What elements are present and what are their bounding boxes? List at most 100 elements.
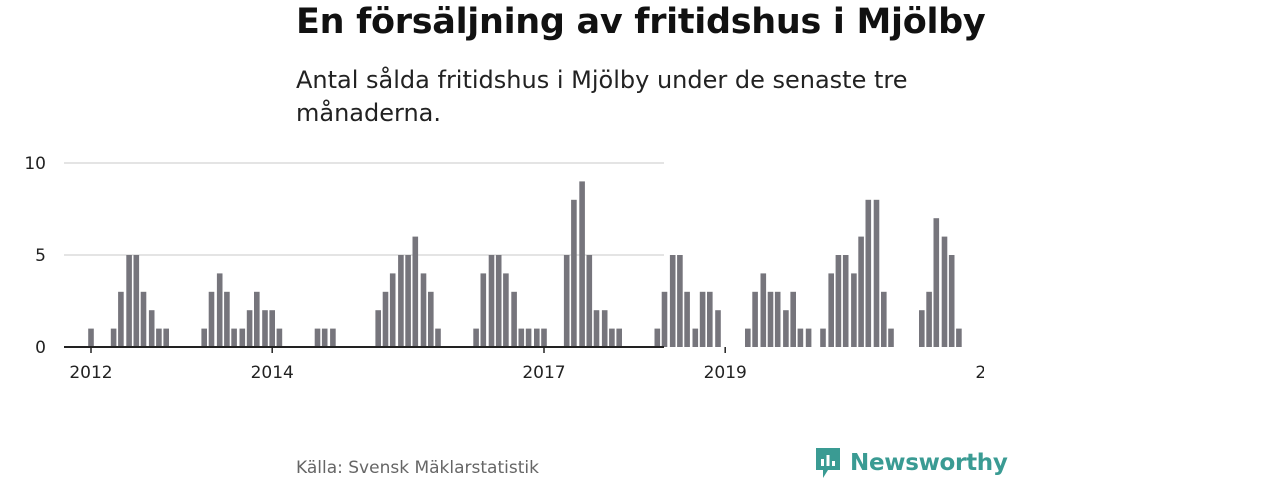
bar — [616, 328, 622, 347]
bar — [661, 291, 668, 347]
bar — [389, 273, 396, 347]
bar — [375, 310, 381, 347]
y-axis-ticks: 0 5 10 — [24, 154, 46, 358]
bar — [110, 328, 117, 347]
bar — [412, 236, 419, 347]
bar — [593, 310, 600, 347]
bar — [541, 328, 547, 347]
bar — [745, 328, 751, 347]
bar — [321, 328, 328, 347]
bar — [715, 310, 721, 347]
bar — [382, 291, 389, 347]
bar — [820, 328, 826, 347]
bar — [254, 291, 260, 347]
bar — [511, 291, 517, 347]
bar — [314, 328, 321, 347]
bar — [835, 255, 842, 347]
bar — [858, 236, 864, 347]
bar — [956, 328, 962, 347]
bar — [495, 255, 502, 347]
bar — [707, 291, 713, 347]
bar — [828, 273, 834, 347]
x-tick-label: 2012 — [69, 363, 112, 383]
bar — [88, 328, 94, 347]
source-note: Källa: Svensk Mäklarstatistik — [296, 458, 539, 478]
bar — [677, 255, 683, 347]
x-tick-label: 2022 — [975, 363, 984, 383]
bar — [926, 291, 932, 347]
bar — [571, 199, 577, 347]
bar — [563, 255, 570, 347]
bar — [239, 328, 246, 347]
bar — [609, 328, 615, 347]
bar — [760, 273, 767, 347]
bar — [774, 291, 781, 347]
newsworthy-logo-icon — [816, 448, 840, 478]
bar — [888, 328, 894, 347]
bar — [488, 255, 495, 347]
bar — [163, 328, 169, 347]
bar — [435, 328, 441, 347]
bar — [790, 291, 796, 347]
bar — [148, 310, 155, 347]
bar — [428, 291, 434, 347]
brand[interactable]: Newsworthy — [814, 446, 1008, 480]
bar — [933, 218, 940, 347]
bar — [518, 328, 525, 347]
bar — [865, 199, 872, 347]
bar — [797, 328, 804, 347]
x-tick-label: 2019 — [704, 363, 747, 383]
bar — [873, 199, 880, 347]
bar — [473, 328, 479, 347]
bar — [941, 236, 948, 347]
bar — [579, 181, 585, 347]
bar — [420, 273, 427, 347]
bar — [126, 255, 132, 347]
bar — [330, 328, 336, 347]
bar — [503, 273, 509, 347]
bar — [216, 273, 223, 347]
bar — [669, 255, 676, 347]
bar — [118, 291, 124, 347]
bar — [805, 328, 812, 347]
bar — [231, 328, 237, 347]
bar — [948, 255, 955, 347]
bar — [525, 328, 532, 347]
bar — [881, 291, 887, 347]
bar — [783, 310, 789, 347]
bar — [752, 291, 758, 347]
brand-name: Newsworthy — [850, 450, 1008, 476]
bar — [480, 273, 487, 347]
y-tick-label: 10 — [24, 154, 46, 174]
x-axis-ticks: 201220142017201920222024 — [69, 347, 984, 383]
bar — [842, 255, 849, 347]
chart-subtitle: Antal sålda fritidshus i Mjölby under de… — [296, 66, 908, 127]
bar — [851, 273, 857, 347]
bar — [276, 328, 283, 347]
x-tick-label: 2014 — [251, 363, 294, 383]
x-tick-label: 2017 — [522, 363, 565, 383]
bar — [699, 291, 706, 347]
y-tick-label: 0 — [35, 338, 46, 358]
bar — [269, 310, 275, 347]
bar — [919, 310, 925, 347]
bar — [692, 328, 699, 347]
chart-title: En försäljning av fritidshus i Mjölby — [296, 2, 986, 42]
bar — [133, 255, 140, 347]
bar — [156, 328, 162, 347]
bar — [246, 310, 253, 347]
bar — [586, 255, 593, 347]
bar — [767, 291, 774, 347]
bar — [684, 291, 690, 347]
chart-card: En försäljning av fritidshus i Mjölby An… — [296, 0, 1008, 480]
bars — [88, 181, 962, 347]
bar — [534, 328, 540, 347]
bar — [398, 255, 404, 347]
y-tick-label: 5 — [35, 246, 46, 266]
bar — [654, 328, 661, 347]
bar — [140, 291, 147, 347]
bar — [262, 310, 268, 347]
bar — [208, 291, 215, 347]
bar — [224, 291, 230, 347]
